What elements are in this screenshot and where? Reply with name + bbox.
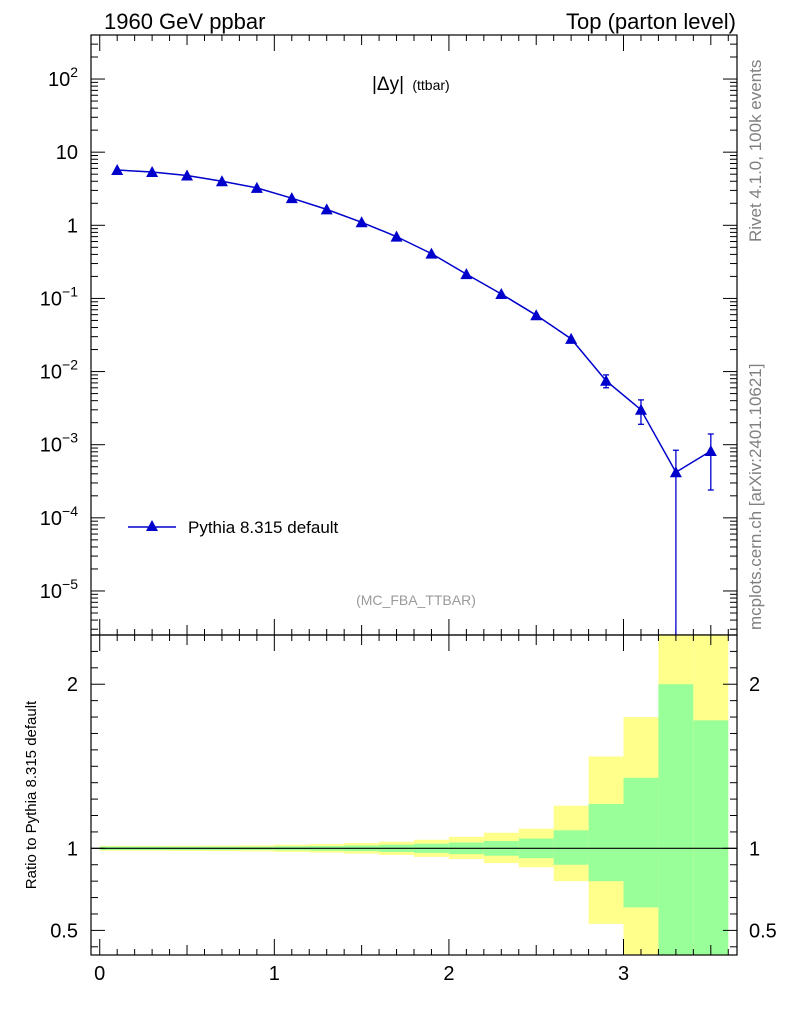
data-point	[390, 230, 403, 242]
ratio-axis-ticks	[91, 635, 737, 955]
rivet-info: Rivet 4.1.0, 100k events	[746, 60, 765, 242]
main-y-tick-label: 1	[67, 215, 78, 237]
tick-label-base: 1	[67, 215, 78, 237]
tick-label-base: 10	[56, 142, 78, 164]
x-tick-label: 1	[269, 963, 280, 985]
tick-label-exponent: −3	[62, 430, 78, 446]
data-point	[600, 374, 613, 386]
header-left: 1960 GeV ppbar	[104, 9, 265, 34]
plot-title-main: |Δy|	[372, 74, 404, 95]
data-point	[669, 466, 682, 478]
main-y-tick-label: 10−3	[40, 430, 78, 457]
ratio-y-tick-label-left: 1	[67, 838, 78, 860]
main-series	[111, 164, 717, 635]
tick-label-base: 10	[40, 581, 62, 603]
tick-label-exponent: 2	[70, 64, 78, 80]
main-y-tick-label: 10	[56, 142, 78, 164]
main-y-tick-label: 10−4	[40, 503, 78, 530]
data-point	[215, 175, 228, 187]
data-point	[146, 166, 159, 178]
main-y-tick-label: 10−1	[40, 283, 78, 310]
ratio-panel: 0.5 0.5 1 1 2 2 0 1 2 3 Ratio to Pythia 8.315 def…	[23, 634, 777, 985]
ratio-band-inner	[658, 684, 694, 955]
ratio-band-inner	[693, 720, 729, 955]
legend: Pythia 8.315 default	[128, 518, 339, 537]
data-point	[181, 169, 194, 181]
x-tick-label: 2	[443, 963, 454, 985]
tick-label-base: 10	[40, 435, 62, 457]
tick-label-base: 10	[48, 69, 70, 91]
data-point	[111, 164, 124, 176]
legend-label: Pythia 8.315 default	[188, 518, 339, 537]
analysis-label: (MC_FBA_TTBAR)	[356, 592, 476, 608]
x-tick-label: 0	[94, 963, 105, 985]
data-point	[320, 203, 333, 215]
ratio-band-inner	[588, 804, 624, 882]
main-axis-ticks	[91, 34, 737, 635]
tick-label-exponent: −2	[62, 357, 78, 373]
main-y-tick-label: 10−2	[40, 357, 78, 384]
data-point	[704, 445, 717, 457]
series-line	[117, 169, 712, 474]
main-y-tick-label: 10−5	[40, 576, 78, 603]
tick-label-exponent: −4	[62, 503, 78, 519]
ratio-band-inner	[553, 830, 589, 865]
tick-label-exponent: −5	[62, 576, 78, 592]
ratio-tick-labels: 0.5 0.5 1 1 2 2 0 1 2 3	[50, 674, 777, 985]
main-frame	[90, 34, 738, 636]
mcplots-credit: mcplots.cern.ch [arXiv:2401.10621]	[746, 364, 765, 630]
ratio-y-tick-label-right: 0.5	[749, 920, 777, 942]
legend-marker	[146, 520, 158, 531]
data-point	[250, 181, 263, 193]
data-point	[495, 287, 508, 299]
tick-label-base: 10	[40, 362, 62, 384]
data-point	[634, 403, 647, 415]
ratio-y-tick-label-right: 1	[749, 838, 760, 860]
plot-title: |Δy| (ttbar)	[372, 74, 450, 95]
ratio-y-tick-label-left: 0.5	[50, 920, 78, 942]
data-point	[565, 332, 578, 344]
plot-title-sub: (ttbar)	[412, 77, 449, 93]
tick-label-exponent: −1	[62, 283, 78, 299]
ratio-y-axis-label: Ratio to Pythia 8.315 default	[23, 700, 40, 889]
data-point	[355, 216, 368, 228]
tick-label-base: 10	[40, 508, 62, 530]
main-y-tick-label: 102	[48, 64, 78, 91]
ratio-y-tick-label-left: 2	[67, 674, 78, 696]
ratio-frame	[90, 634, 738, 956]
x-tick-label: 3	[618, 963, 629, 985]
ratio-band-inner	[623, 777, 659, 908]
header-right: Top (parton level)	[566, 9, 736, 34]
data-point	[530, 309, 543, 321]
data-point	[285, 192, 298, 204]
tick-label-base: 10	[40, 288, 62, 310]
data-point	[460, 268, 473, 280]
ratio-bands	[99, 635, 729, 955]
ratio-y-tick-label-right: 2	[749, 674, 760, 696]
data-point	[425, 247, 438, 259]
